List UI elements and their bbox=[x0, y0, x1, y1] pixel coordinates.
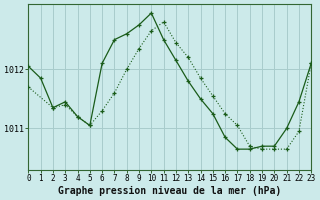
X-axis label: Graphe pression niveau de la mer (hPa): Graphe pression niveau de la mer (hPa) bbox=[58, 186, 281, 196]
